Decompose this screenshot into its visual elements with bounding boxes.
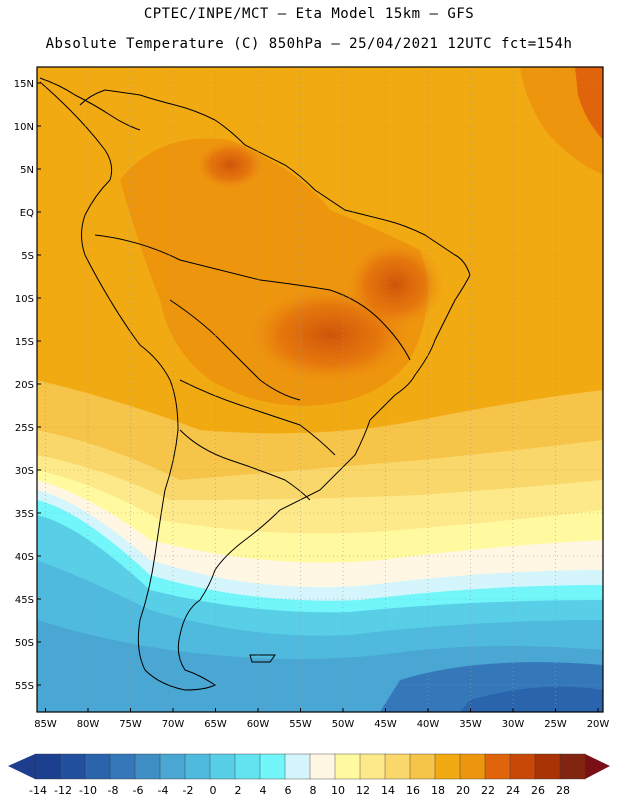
lon-label: 20W	[587, 719, 610, 730]
lat-label: 10N	[14, 122, 34, 133]
colorbar-swatch	[234, 753, 261, 780]
lat-label: 50S	[15, 638, 34, 649]
colorbar-swatch	[534, 753, 561, 780]
coastlines	[39, 77, 471, 691]
lon-label: 45W	[374, 719, 397, 730]
lon-label: 35W	[459, 719, 482, 730]
colorbar-label: -4	[158, 784, 169, 797]
colorbar-label: 14	[381, 784, 395, 797]
colorbar-swatches	[34, 753, 586, 780]
colorbar-label: -14	[29, 784, 47, 797]
map-frame	[36, 66, 604, 713]
colorbar-swatch	[409, 753, 436, 780]
colorbar-label: 0	[210, 784, 217, 797]
lat-label: 15S	[15, 337, 34, 348]
colorbar-swatch	[34, 753, 61, 780]
lat-label: 35S	[15, 509, 34, 520]
lat-label: 55S	[15, 681, 34, 692]
lat-label: 15N	[14, 79, 34, 90]
colorbar-min-arrow	[8, 754, 35, 779]
colorbar-swatch	[359, 753, 386, 780]
central-america-coast	[39, 77, 141, 131]
lat-label: 20S	[15, 380, 34, 391]
colorbar-label: -6	[133, 784, 144, 797]
colorbar-swatch	[209, 753, 236, 780]
colorbar-label: 20	[456, 784, 470, 797]
colorbar-label: 10	[331, 784, 345, 797]
colorbar-labels: -14 -12 -10 -8 -6 -4 -2 0 2 4 6 8 10 12 14 16 18 20 22 24 26…	[29, 784, 570, 797]
lon-label: 50W	[332, 719, 355, 730]
lon-label: 75W	[119, 719, 142, 730]
colorbar-label: 24	[506, 784, 520, 797]
colorbar-label: 2	[235, 784, 242, 797]
lon-label: 30W	[502, 719, 525, 730]
hot-spot-northeast-brazil	[345, 240, 445, 330]
colorbar-label: -2	[183, 784, 194, 797]
colorbar-label: 6	[285, 784, 292, 797]
lat-labels: 15N 10N 5N EQ 5S 10S 15S 20S 25S 30S 35S…	[14, 79, 34, 692]
lon-labels: 85W 80W 75W 70W 65W 60W 55W 50W 45W 40W …	[34, 719, 609, 730]
colorbar-swatch	[184, 753, 211, 780]
colorbar-label: 16	[406, 784, 420, 797]
field-22-24-northeast	[575, 67, 603, 140]
lon-label: 65W	[204, 719, 227, 730]
colorbar-label: 12	[356, 784, 370, 797]
colorbar-label: 8	[310, 784, 317, 797]
colorbar-label: 26	[531, 784, 545, 797]
south-america-coast	[39, 81, 471, 691]
colorbar-label: -12	[54, 784, 72, 797]
temperature-field	[37, 67, 603, 712]
colorbar-swatch	[484, 753, 511, 780]
colorbar-swatch	[109, 753, 136, 780]
colorbar-swatch	[559, 753, 586, 780]
colorbar-label: 22	[481, 784, 495, 797]
map-title-line2: Absolute Temperature (C) 850hPa – 25/04/…	[45, 36, 573, 52]
colorbar-swatch	[434, 753, 461, 780]
border-bolivia	[169, 299, 301, 401]
colorbar-swatch	[134, 753, 161, 780]
colorbar-label: -8	[108, 784, 119, 797]
field-minus10-minus8	[460, 686, 603, 712]
hot-spot-venezuela	[195, 140, 265, 190]
colorbar-max-arrow	[585, 754, 610, 779]
colorbar-label: -10	[79, 784, 97, 797]
colorbar-label: 4	[260, 784, 267, 797]
colorbar-swatch	[84, 753, 111, 780]
lat-label: 5S	[21, 251, 34, 262]
lat-label: 5N	[20, 165, 34, 176]
lon-tick-marks	[45, 708, 599, 712]
border-argentina	[179, 429, 311, 501]
lat-label: 40S	[15, 552, 34, 563]
map-title-line1: CPTEC/INPE/MCT – Eta Model 15km – GFS	[143, 6, 475, 22]
lat-tick-marks	[37, 82, 41, 686]
lon-label: 85W	[34, 719, 57, 730]
colorbar-swatch	[334, 753, 361, 780]
colorbar-label: 18	[431, 784, 445, 797]
colorbar-swatch	[259, 753, 286, 780]
lat-label: EQ	[20, 208, 34, 219]
colorbar-swatch	[509, 753, 536, 780]
colorbar-label: 28	[556, 784, 570, 797]
colorbar-swatch	[284, 753, 311, 780]
lat-label: 45S	[15, 595, 34, 606]
colorbar-swatch	[459, 753, 486, 780]
lon-label: 60W	[247, 719, 270, 730]
falklands	[249, 654, 276, 663]
colorbar-swatch	[59, 753, 86, 780]
lon-label: 40W	[417, 719, 440, 730]
colorbar-swatch	[309, 753, 336, 780]
border-amazon	[94, 234, 411, 361]
lat-label: 25S	[15, 423, 34, 434]
lat-label: 30S	[15, 466, 34, 477]
border-paraguay	[179, 379, 336, 456]
colorbar-swatch	[384, 753, 411, 780]
colorbar: -14 -12 -10 -8 -6 -4 -2 0 2 4 6 8 10 12 14 16 18 20 22 24 26…	[8, 753, 610, 797]
lon-label: 25W	[544, 719, 567, 730]
lon-label: 80W	[77, 719, 100, 730]
lon-label: 55W	[289, 719, 312, 730]
lon-label: 70W	[162, 719, 185, 730]
colorbar-swatch	[159, 753, 186, 780]
lat-label: 10S	[15, 294, 34, 305]
